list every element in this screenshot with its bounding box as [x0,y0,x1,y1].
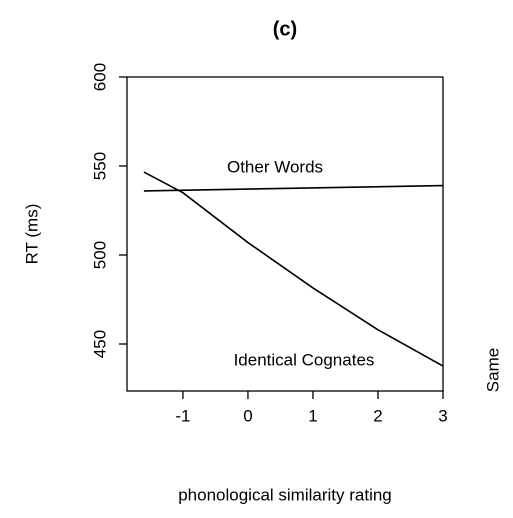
x-tick-label: 0 [243,406,252,425]
y-tick-label: 550 [90,152,109,180]
x-tick-label: 2 [373,406,382,425]
x-tick-label: 1 [308,406,317,425]
line [143,171,444,367]
x-axis-label: phonological similarity rating [178,485,392,504]
y-tick-label: 450 [90,330,109,358]
y-axis-label: RT (ms) [22,204,41,265]
annotation: Other Words [227,157,323,176]
annotation: Identical Cognates [234,350,375,369]
y-tick-label: 600 [90,63,109,91]
line [143,184,444,192]
annotation: Same [483,348,502,392]
x-tick-label: 3 [438,406,447,425]
plot-frame [126,76,444,392]
chart-title: (c) [273,18,297,40]
y-tick-label: 500 [90,241,109,269]
x-tick-label: -1 [175,406,190,425]
